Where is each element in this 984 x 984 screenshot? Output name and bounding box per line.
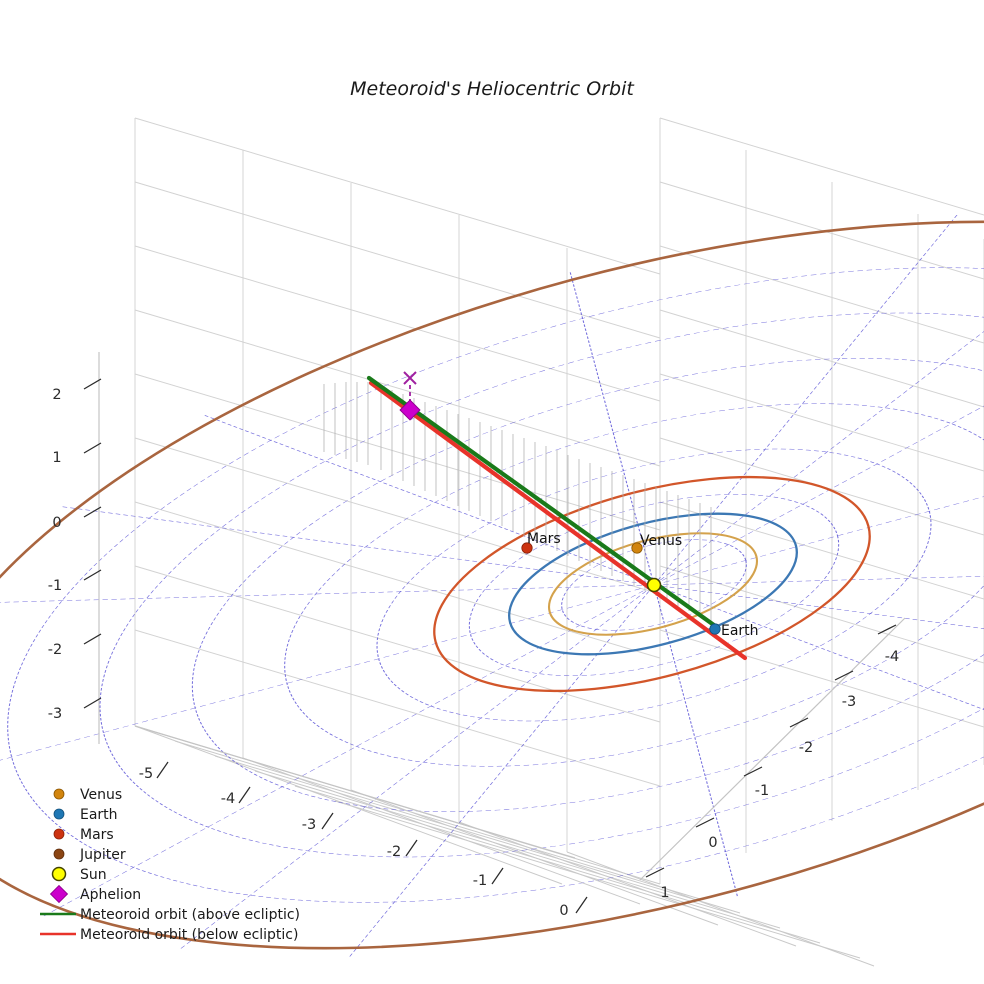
legend-item-meteoroid-above[interactable]: Meteoroid orbit (above ecliptic) [40, 907, 300, 923]
x-axis-tick-marks [156, 761, 588, 914]
y-tick-label: -3 [842, 694, 856, 710]
aphelion-marker [399, 399, 421, 421]
legend: Venus Earth Mars Jupiter Sun Aphelion [40, 787, 300, 943]
legend-label: Jupiter [79, 847, 126, 863]
legend-label: Sun [80, 867, 107, 883]
legend-label: Meteoroid orbit (below ecliptic) [80, 927, 298, 943]
z-axis-tick-marks [83, 378, 102, 709]
y-axis-tick-labels: 1 0 -1 -2 -3 -4 [660, 649, 899, 901]
x-tick-label: -5 [139, 766, 153, 782]
z-tick-label: -3 [48, 706, 62, 722]
y-axis-spine [639, 617, 906, 881]
y-axis-tick-marks [645, 624, 897, 878]
z-tick-label: -2 [48, 642, 62, 658]
legend-item-mars[interactable]: Mars [53, 827, 114, 843]
earth-swatch-icon [53, 808, 65, 820]
legend-label: Mars [80, 827, 114, 843]
meteoroid-orbit-below-ecliptic [368, 380, 748, 661]
earth-marker [709, 623, 721, 635]
x-axis-spine [134, 725, 576, 859]
z-axis-tick-labels: 2 1 0 -1 -2 -3 [48, 387, 62, 722]
z-tick-label: 2 [52, 387, 61, 403]
x-tick-label: -4 [221, 791, 235, 807]
orbit-mars [433, 475, 871, 693]
page-title: Meteoroid's Heliocentric Orbit [350, 78, 635, 100]
y-tick-label: 0 [708, 835, 717, 851]
jupiter-swatch-icon [53, 848, 65, 860]
annotation-earth: Earth [721, 623, 759, 639]
annotation-venus: Venus [640, 533, 682, 549]
venus-marker [631, 542, 643, 554]
sun-swatch-icon [51, 866, 67, 882]
x-axis-tick-labels: -5 -4 -3 -2 -1 0 [139, 766, 569, 919]
annotation-mars: Mars [527, 531, 561, 547]
y-tick-label: -2 [799, 740, 813, 756]
orbit-venus [547, 532, 759, 636]
pane-right-wall [659, 117, 984, 884]
legend-item-jupiter[interactable]: Jupiter [53, 847, 126, 863]
legend-item-venus[interactable]: Venus [53, 787, 122, 803]
legend-item-aphelion[interactable]: Aphelion [49, 884, 142, 904]
x-tick-label: -3 [302, 817, 316, 833]
orbit-jupiter [0, 220, 984, 950]
aphelion-projection-x-icon [403, 371, 417, 385]
z-tick-label: 0 [52, 515, 61, 531]
legend-label: Earth [80, 807, 118, 823]
y-tick-label: -4 [885, 649, 899, 665]
x-tick-label: 0 [559, 903, 568, 919]
legend-label: Aphelion [80, 887, 141, 903]
venus-swatch-icon [53, 788, 65, 800]
mars-swatch-icon [53, 828, 65, 840]
aphelion-swatch-icon [49, 884, 69, 904]
x-tick-label: -2 [387, 844, 401, 860]
x-tick-label: -1 [473, 873, 487, 889]
legend-item-meteoroid-below[interactable]: Meteoroid orbit (below ecliptic) [40, 927, 298, 943]
axis-spines [98, 352, 906, 881]
legend-label: Venus [80, 787, 122, 803]
legend-item-earth[interactable]: Earth [53, 807, 118, 823]
y-tick-label: -1 [755, 783, 769, 799]
y-tick-label: 1 [660, 885, 669, 901]
legend-item-sun[interactable]: Sun [51, 866, 107, 883]
orbit-earth [508, 512, 798, 656]
mars-marker [521, 542, 533, 554]
z-tick-label: 1 [52, 450, 61, 466]
legend-label: Meteoroid orbit (above ecliptic) [80, 907, 300, 923]
sun-marker [646, 577, 662, 593]
z-tick-label: -1 [48, 578, 62, 594]
